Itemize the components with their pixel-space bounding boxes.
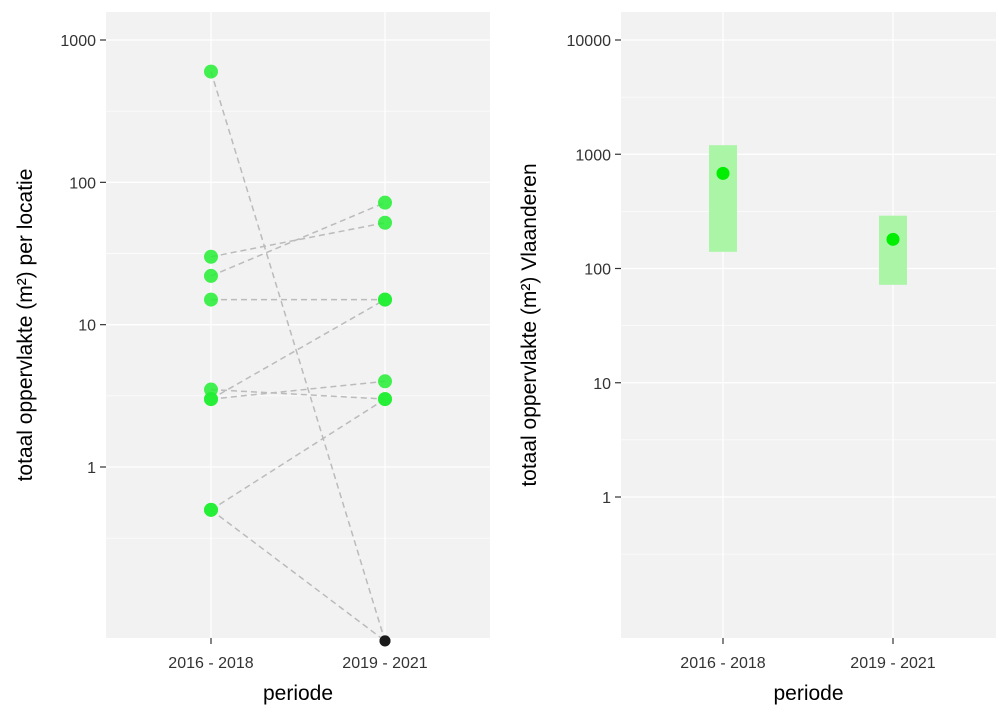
y-tick-label: 1 (87, 460, 96, 477)
x-tick-label: 2016 - 2018 (168, 655, 254, 672)
data-point (378, 292, 392, 307)
series-connector-line (210, 380, 386, 400)
y-tick-label: 10 (78, 318, 96, 335)
data-point (204, 392, 218, 407)
data-point (378, 195, 392, 210)
series-connector-line (210, 509, 386, 642)
data-point (204, 292, 218, 307)
data-point (378, 392, 392, 407)
data-point (204, 502, 218, 517)
y-tick-label: 1000 (575, 147, 611, 164)
zero-data-point (379, 635, 391, 647)
x-tick-label: 2019 - 2021 (342, 655, 428, 672)
x-tick-label: 2016 - 2018 (680, 655, 766, 672)
x-tick-label: 2019 - 2021 (850, 655, 936, 672)
data-point (204, 64, 218, 79)
data-point (204, 249, 218, 264)
data-point (204, 268, 218, 283)
y-axis-title: totaal oppervlakte (m²) per locatie (14, 169, 37, 482)
y-tick-label: 10 (593, 376, 611, 393)
y-tick-label: 100 (69, 175, 96, 192)
data-point (378, 374, 392, 389)
y-tick-label: 100 (584, 262, 611, 279)
estimate-point (886, 232, 900, 246)
y-axis-title: totaal oppervlakte (m²) Vlaanderen (518, 163, 541, 486)
y-tick-label: 1000 (60, 33, 96, 50)
x-axis-title: periode (263, 682, 333, 705)
estimate-point (716, 166, 730, 180)
data-point (378, 215, 392, 230)
y-tick-label: 1 (602, 490, 611, 507)
series-connector-line (210, 298, 386, 400)
series-connector-line (210, 398, 386, 511)
series-connector-line (210, 201, 386, 277)
y-tick-label: 10000 (567, 33, 612, 50)
interval-band (709, 145, 737, 252)
series-connector-line (210, 388, 386, 400)
x-axis-title: periode (773, 682, 843, 705)
panel-background (621, 12, 996, 638)
interval-band (879, 215, 907, 285)
